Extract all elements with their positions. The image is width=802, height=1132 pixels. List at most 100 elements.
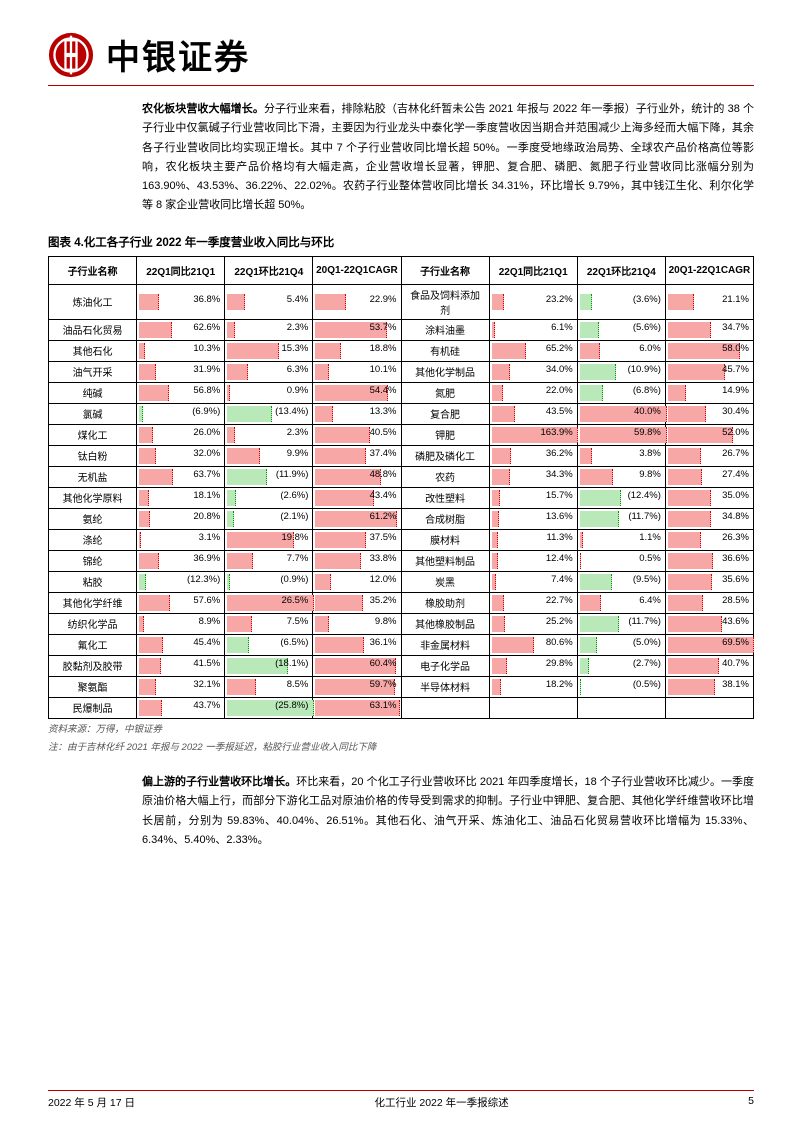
cell-value: 18.8% [370, 343, 397, 354]
cell-value: 43.5% [546, 406, 573, 417]
value-cell: 28.5% [665, 592, 753, 613]
cell-value: 3.1% [199, 532, 221, 543]
figure-title: 图表 4.化工各子行业 2022 年一季度营业收入同比与环比 [48, 234, 754, 250]
cell-value: 22.0% [546, 385, 573, 396]
col-header: 22Q1环比21Q4 [577, 256, 665, 284]
value-cell: 34.8% [665, 508, 753, 529]
row-name-cell: 炭黑 [401, 571, 489, 592]
value-cell: (6.5%) [225, 634, 313, 655]
value-cell: 13.3% [313, 403, 401, 424]
value-cell: 33.8% [313, 550, 401, 571]
row-name-cell: 电子化学品 [401, 655, 489, 676]
table-row: 油品石化贸易62.6%2.3%53.7%涂料油墨6.1%(5.6%)34.7% [49, 319, 754, 340]
row-name-cell: 民爆制品 [49, 697, 137, 718]
value-cell: (2.6%) [225, 487, 313, 508]
value-cell: 6.3% [225, 361, 313, 382]
table-row: 民爆制品43.7%(25.8%)63.1% [49, 697, 754, 718]
value-cell: 22.0% [489, 382, 577, 403]
value-cell: 8.9% [137, 613, 225, 634]
cell-value: 35.6% [722, 574, 749, 585]
row-name-cell: 非金属材料 [401, 634, 489, 655]
value-cell: 18.2% [489, 676, 577, 697]
table-row: 炼油化工36.8%5.4%22.9%食品及饲料添加剂23.2%(3.6%)21.… [49, 284, 754, 319]
value-cell: 63.1% [313, 697, 401, 718]
cell-value: 7.4% [551, 574, 573, 585]
cell-value: 2.3% [287, 427, 309, 438]
cell-value: 10.1% [370, 364, 397, 375]
cell-value: 1.1% [639, 532, 661, 543]
table-row: 锦纶36.9%7.7%33.8%其他塑料制品12.4%0.5%36.6% [49, 550, 754, 571]
value-cell: 10.1% [313, 361, 401, 382]
cell-value: (11.9%) [276, 469, 309, 480]
value-cell: 43.7% [137, 697, 225, 718]
row-name-cell: 其他化学制品 [401, 361, 489, 382]
cell-value: 14.9% [722, 385, 749, 396]
cell-value: 27.4% [722, 469, 749, 480]
value-cell [577, 697, 665, 718]
cell-value: 34.8% [722, 511, 749, 522]
row-name-cell: 其他化学纤维 [49, 592, 137, 613]
value-cell: 20.8% [137, 508, 225, 529]
table-row: 氟化工45.4%(6.5%)36.1%非金属材料80.6%(5.0%)69.5% [49, 634, 754, 655]
cell-value: 61.2% [370, 511, 397, 522]
cell-value: 5.4% [287, 294, 309, 305]
cell-value: 58.0% [722, 343, 749, 354]
cell-value: 6.0% [639, 343, 661, 354]
table-row: 氨纶20.8%(2.1%)61.2%合成树脂13.6%(11.7%)34.8% [49, 508, 754, 529]
col-header: 20Q1-22Q1CAGR [313, 256, 401, 284]
cell-value: (13.4%) [275, 406, 308, 417]
value-cell: 27.4% [665, 466, 753, 487]
value-cell: 36.6% [665, 550, 753, 571]
value-cell: 9.8% [577, 466, 665, 487]
row-name-cell: 粘胶 [49, 571, 137, 592]
logo-icon [48, 32, 94, 78]
table-row: 涤纶3.1%19.8%37.5%膜材料11.3%1.1%26.3% [49, 529, 754, 550]
value-cell: 8.5% [225, 676, 313, 697]
value-cell: 35.2% [313, 592, 401, 613]
row-name-cell: 复合肥 [401, 403, 489, 424]
cell-value: 45.7% [722, 364, 749, 375]
value-cell: 56.8% [137, 382, 225, 403]
cell-value: 62.6% [193, 322, 220, 333]
paragraph-2: 偏上游的子行业营收环比增长。环比来看，20 个化工子行业营收环比 2021 年四… [142, 773, 754, 850]
value-cell: (18.1%) [225, 655, 313, 676]
value-cell: (5.6%) [577, 319, 665, 340]
cell-value: 26.0% [193, 427, 220, 438]
table-row: 其他石化10.3%15.3%18.8%有机硅65.2%6.0%58.0% [49, 340, 754, 361]
value-cell: 30.4% [665, 403, 753, 424]
value-cell: 13.6% [489, 508, 577, 529]
table-row: 粘胶(12.3%)(0.9%)12.0%炭黑7.4%(9.5%)35.6% [49, 571, 754, 592]
cell-value: 13.3% [370, 406, 397, 417]
cell-value: 69.5% [722, 637, 749, 648]
source-line-1: 资料来源：万得，中银证券 [48, 723, 754, 737]
cell-value: (12.4%) [628, 490, 661, 501]
row-name-cell [401, 697, 489, 718]
cell-value: 34.3% [546, 469, 573, 480]
cell-value: 59.7% [370, 679, 397, 690]
value-cell: (9.5%) [577, 571, 665, 592]
footer-center: 化工行业 2022 年一季报综述 [374, 1095, 508, 1110]
col-header: 22Q1同比21Q1 [137, 256, 225, 284]
cell-value: 21.1% [722, 294, 749, 305]
table-row: 聚氨酯32.1%8.5%59.7%半导体材料18.2%(0.5%)38.1% [49, 676, 754, 697]
cell-value: 8.5% [287, 679, 309, 690]
value-cell: 15.7% [489, 487, 577, 508]
row-name-cell: 锦纶 [49, 550, 137, 571]
value-cell: (13.4%) [225, 403, 313, 424]
cell-value: 43.6% [722, 616, 749, 627]
source-line-2: 注：由于吉林化纤 2021 年报与 2022 一季报延迟，粘胶行业营业收入同比下… [48, 741, 754, 755]
value-cell: 22.9% [313, 284, 401, 319]
value-cell [665, 697, 753, 718]
col-header: 22Q1环比21Q4 [225, 256, 313, 284]
cell-value: 35.2% [370, 595, 397, 606]
value-cell: 40.7% [665, 655, 753, 676]
row-name-cell: 农药 [401, 466, 489, 487]
row-name-cell: 膜材料 [401, 529, 489, 550]
value-cell: 7.7% [225, 550, 313, 571]
value-cell: 58.0% [665, 340, 753, 361]
cell-value: 36.6% [722, 553, 749, 564]
cell-value: (12.3%) [187, 574, 220, 585]
cell-value: 32.0% [193, 448, 220, 459]
value-cell: 0.9% [225, 382, 313, 403]
value-cell: 18.1% [137, 487, 225, 508]
